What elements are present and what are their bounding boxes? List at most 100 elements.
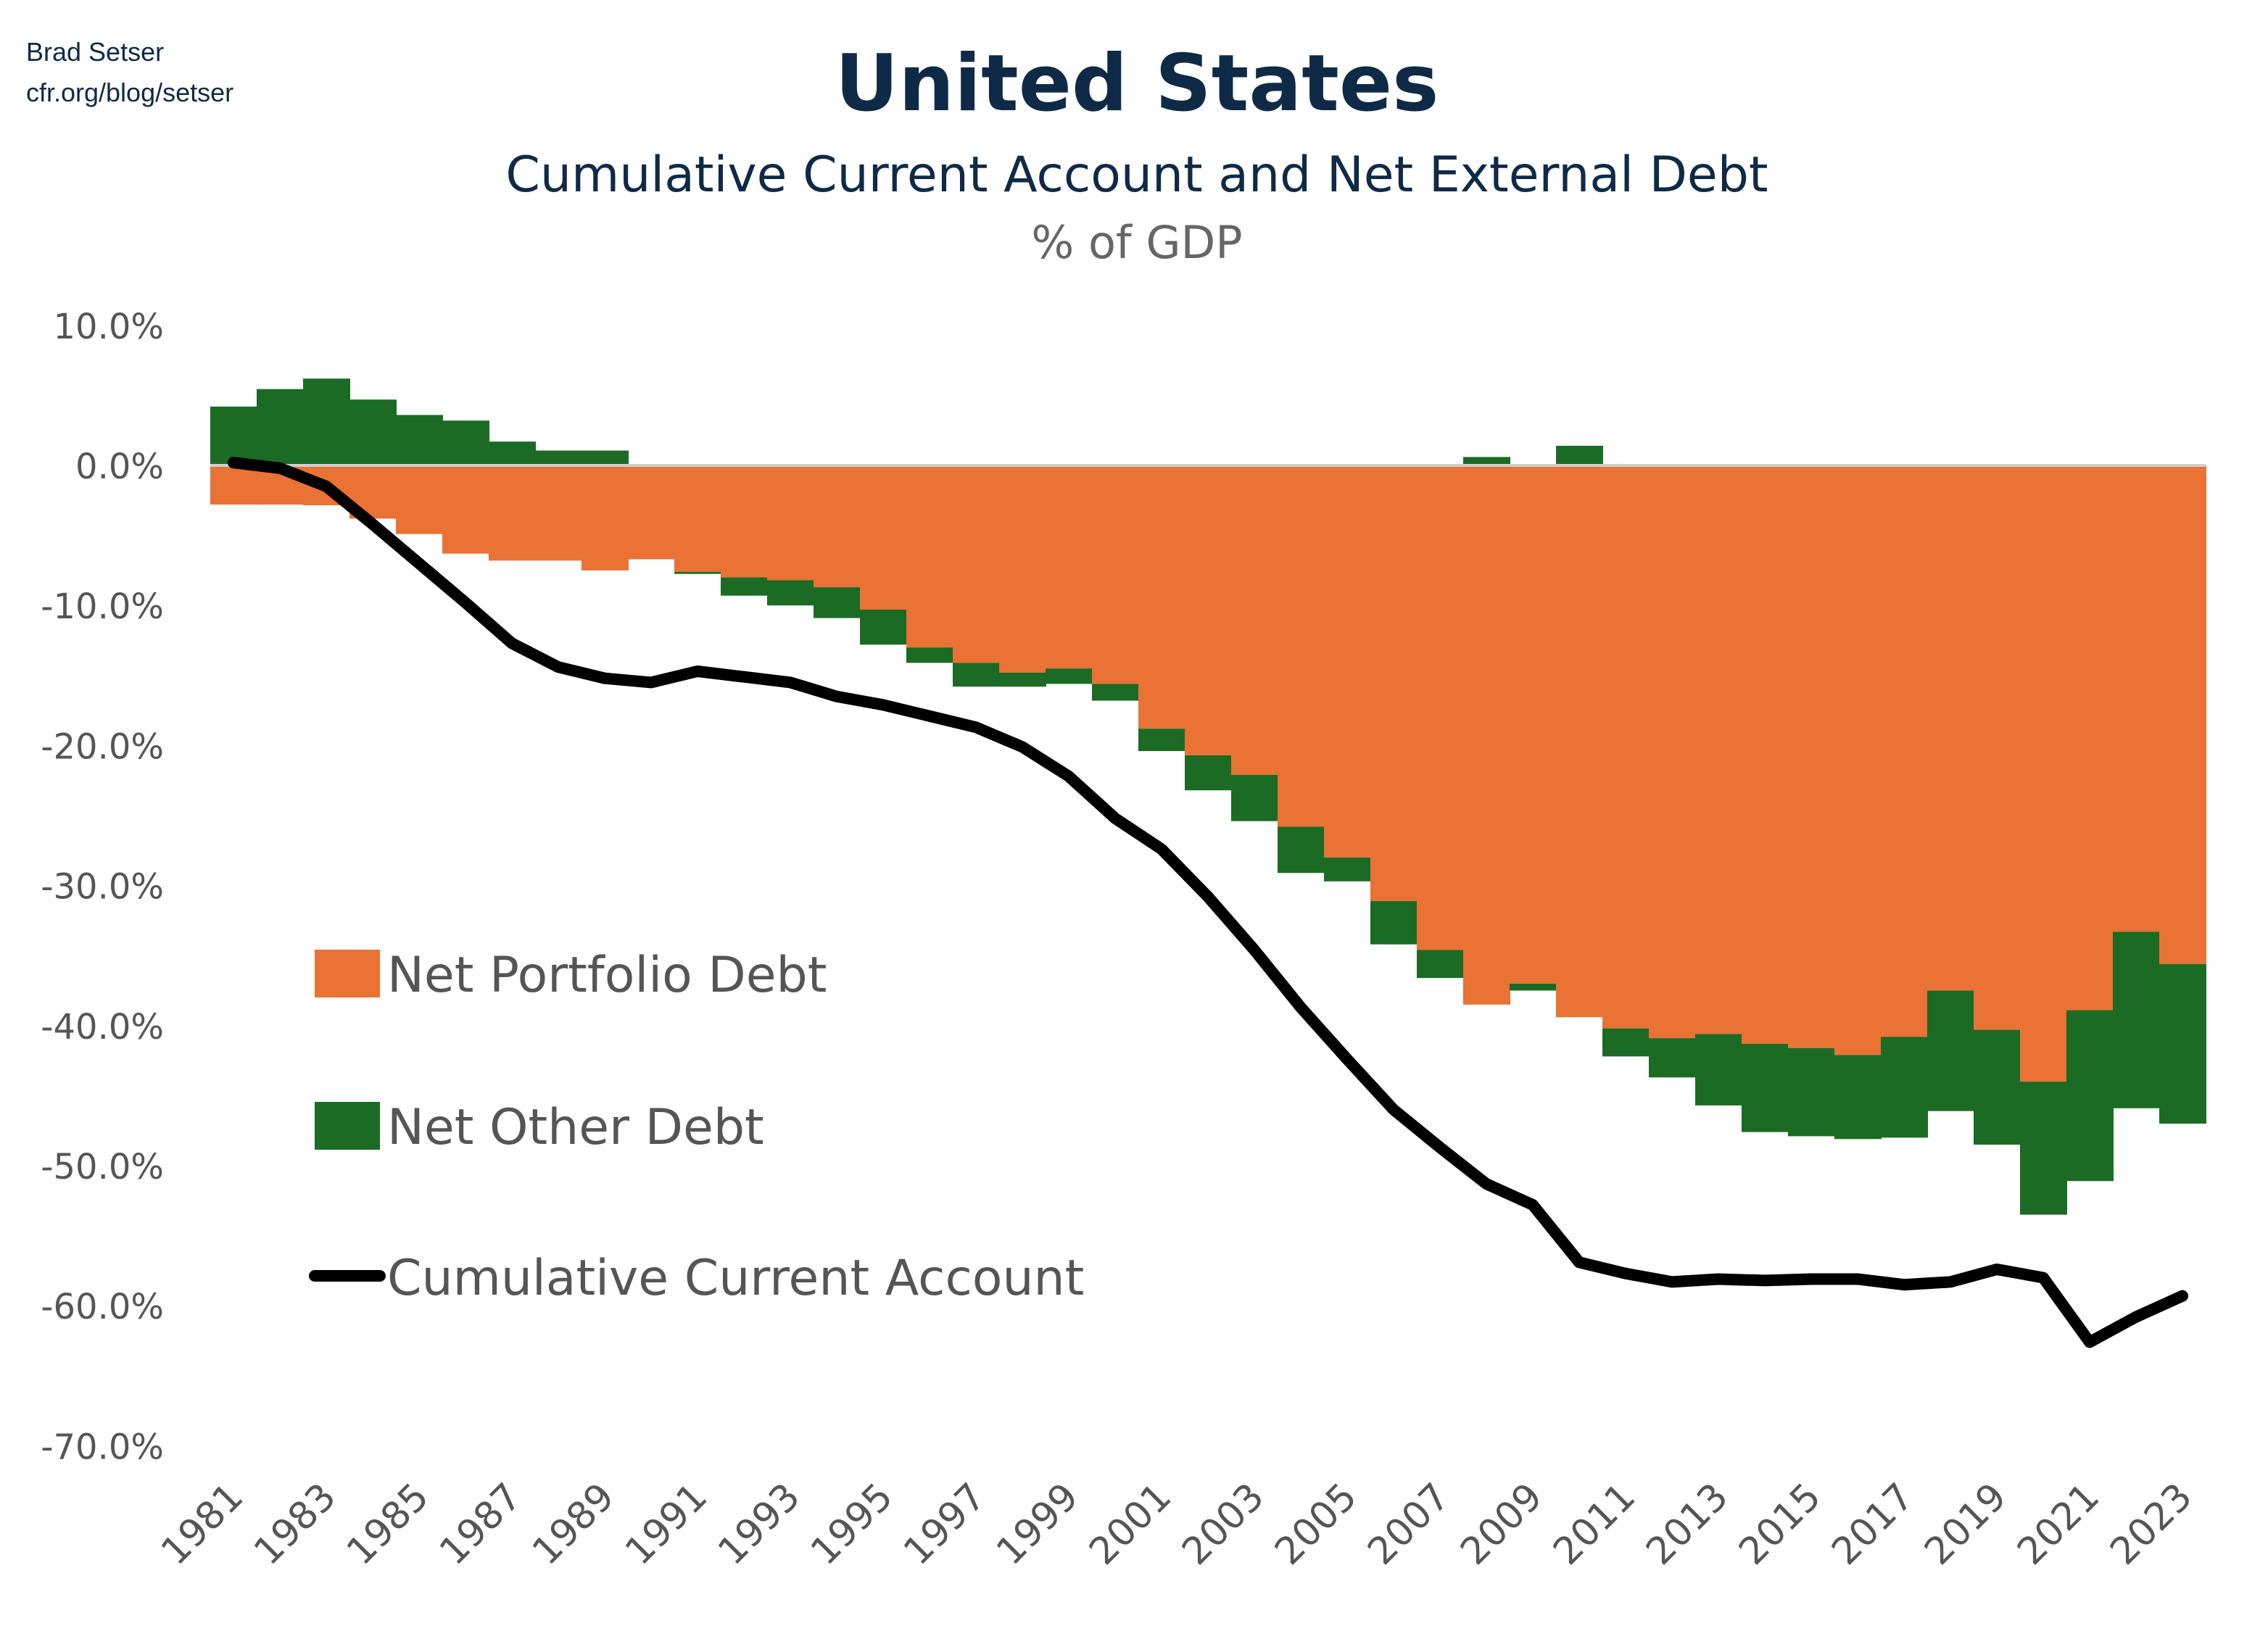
bar-other-1993 [767, 580, 814, 606]
y-tick-label: -10.0% [41, 586, 164, 627]
bar-other-1985 [396, 415, 443, 465]
bar-portfolio-2006 [1370, 465, 1418, 901]
bar-other-1991 [674, 571, 721, 574]
bar-portfolio-2020 [2020, 465, 2067, 1082]
bar-other-2002 [1185, 755, 1232, 791]
bar-portfolio-2005 [1324, 465, 1371, 858]
bar-other-1986 [442, 420, 489, 465]
x-tick-label: 1981 [153, 1475, 252, 1574]
bar-other-2000 [1092, 684, 1139, 701]
source-site: cfr.org/blog/setser [26, 78, 233, 107]
bar-portfolio-1989 [582, 465, 629, 571]
bar-other-1989 [582, 450, 629, 465]
x-tick-label: 2005 [1267, 1475, 1365, 1574]
bar-other-2017 [1881, 1037, 1928, 1138]
cumulative-current-account-line [228, 457, 2188, 1348]
bar-portfolio-1992 [721, 465, 768, 578]
bar-other-1987 [489, 441, 536, 465]
bar-other-2008 [1463, 457, 1510, 465]
bar-other-2005 [1324, 857, 1371, 881]
bar-other-1997 [953, 663, 1000, 687]
bar-portfolio-2017 [1881, 465, 1928, 1037]
bar-portfolio-2011 [1602, 465, 1650, 1029]
bar-other-2014 [1742, 1043, 1789, 1132]
bar-portfolio-2019 [1974, 465, 2021, 1030]
bar-portfolio-2012 [1649, 465, 1696, 1039]
x-tick-label: 2013 [1638, 1475, 1737, 1574]
y-tick-label: 10.0% [54, 307, 164, 347]
x-tick-label: 2009 [1452, 1475, 1551, 1574]
unit-label: % of GDP [1031, 216, 1242, 269]
bar-portfolio-1993 [767, 465, 814, 581]
bar-other-2009 [1510, 983, 1557, 991]
bar-other-1995 [860, 609, 907, 645]
y-tick-label: -40.0% [41, 1007, 164, 1047]
x-tick-label: 2019 [1916, 1475, 2015, 1574]
bar-portfolio-2022 [2113, 465, 2160, 932]
bar-portfolio-2023 [2159, 465, 2206, 964]
bar-other-2012 [1649, 1038, 1696, 1078]
bar-other-2010 [1556, 445, 1603, 465]
bar-portfolio-1988 [535, 465, 582, 561]
bar-portfolio-2009 [1510, 465, 1557, 984]
bar-portfolio-1997 [953, 465, 1000, 663]
x-tick-label: 2015 [1731, 1475, 1829, 1574]
bar-other-1992 [721, 577, 768, 596]
bar-portfolio-1994 [814, 465, 861, 588]
bar-other-2023 [2159, 963, 2206, 1124]
bar-portfolio-2018 [1927, 465, 1974, 991]
bar-other-2020 [2020, 1082, 2067, 1215]
x-tick-label: 1999 [988, 1475, 1087, 1574]
chart-title: United States [835, 38, 1439, 129]
x-axis: 1981198319851987198919911993199519971999… [153, 1475, 2201, 1574]
x-tick-label: 1983 [246, 1475, 344, 1574]
bar-other-1994 [814, 587, 861, 618]
bar-other-2006 [1370, 900, 1418, 945]
x-tick-label: 2021 [2009, 1475, 2108, 1574]
y-tick-label: -70.0% [41, 1427, 164, 1467]
bar-portfolio-2003 [1231, 465, 1278, 775]
bar-other-2007 [1417, 950, 1464, 979]
bar-portfolio-2015 [1788, 465, 1835, 1048]
y-tick-label: -60.0% [41, 1287, 164, 1327]
bar-portfolio-1996 [906, 465, 953, 648]
y-tick-label: -30.0% [41, 867, 164, 908]
source-author: Brad Setser [26, 37, 164, 67]
bar-other-2019 [1974, 1029, 2021, 1145]
bar-other-2022 [2113, 932, 2160, 1108]
bar-portfolio-1999 [1046, 465, 1093, 669]
bar-portfolio-1985 [396, 465, 443, 534]
x-tick-label: 2011 [1545, 1475, 1644, 1574]
bar-portfolio-2014 [1742, 465, 1789, 1044]
bar-portfolio-2004 [1278, 465, 1325, 827]
bar-other-2011 [1602, 1028, 1650, 1057]
bar-portfolio-1991 [674, 465, 721, 572]
x-tick-label: 2007 [1359, 1475, 1458, 1574]
bar-other-2001 [1138, 729, 1185, 752]
bar-portfolio-1981 [210, 465, 257, 505]
legend-swatch-other [315, 1102, 380, 1150]
legend-label-portfolio: Net Portfolio Debt [387, 947, 827, 1004]
bar-portfolio-2000 [1092, 465, 1139, 684]
y-tick-label: 0.0% [75, 447, 164, 487]
legend-label-line: Cumulative Current Account [387, 1250, 1084, 1307]
bar-other-2018 [1927, 990, 1974, 1111]
bar-portfolio-2010 [1556, 465, 1603, 1018]
bar-other-1988 [535, 450, 582, 465]
bar-portfolio-2007 [1417, 465, 1464, 950]
x-tick-label: 2017 [1824, 1475, 1922, 1574]
x-tick-label: 1991 [617, 1475, 716, 1574]
bar-other-2013 [1695, 1034, 1742, 1105]
bar-portfolio-1986 [442, 465, 489, 554]
bar-other-1999 [1046, 668, 1093, 684]
x-tick-label: 1995 [803, 1475, 901, 1574]
bar-other-2004 [1278, 826, 1325, 874]
bar-other-2003 [1231, 774, 1278, 821]
bar-other-1982 [257, 389, 304, 465]
bar-other-1996 [906, 647, 953, 663]
x-tick-label: 1997 [895, 1475, 994, 1574]
y-axis: 10.0% 0.0% -10.0% -20.0% -30.0% -40.0% -50.0% -… [41, 307, 164, 1468]
bar-portfolio-2016 [1834, 465, 1882, 1055]
legend-swatch-portfolio [315, 950, 380, 997]
